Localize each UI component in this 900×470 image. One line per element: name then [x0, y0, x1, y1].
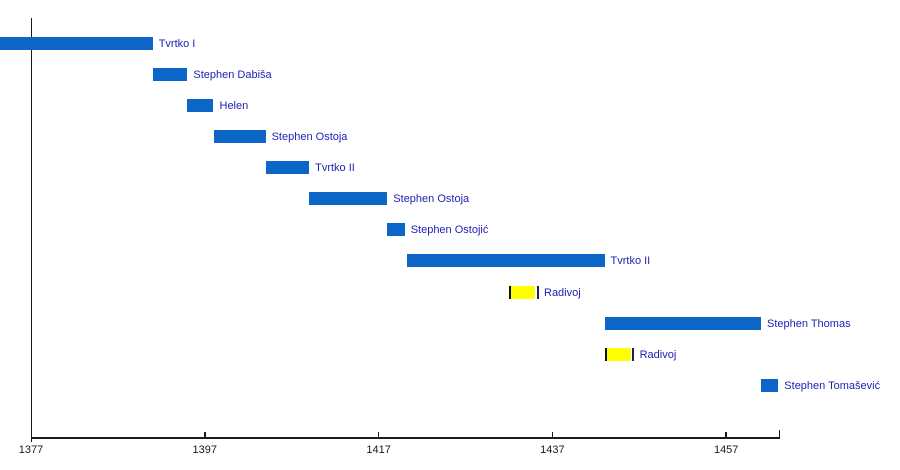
timeline-bar-pretender	[508, 285, 535, 299]
bar-label: Stephen Dabiša	[193, 68, 272, 81]
x-axis-tick	[725, 431, 727, 437]
x-axis-tick	[204, 431, 206, 437]
bar-label: Stephen Ostoja	[393, 193, 470, 206]
bar-label: Radivoj	[544, 286, 581, 299]
x-axis-tick-label: 1457	[713, 444, 739, 456]
x-axis-end-cap	[778, 430, 780, 437]
timeline-bar-pretender	[604, 347, 631, 361]
timeline-bar-reign	[0, 36, 153, 50]
y-axis-line	[30, 18, 32, 442]
bar-label: Stephen Thomas	[767, 317, 851, 330]
bar-label: Stephen Ostoja	[271, 130, 348, 143]
x-axis-tick	[551, 431, 554, 437]
bar-label: Stephen Tomašević	[784, 379, 881, 392]
bar-label: Helen	[219, 99, 249, 112]
bar-label: Tvrtko II	[610, 255, 651, 268]
timeline-bar-reign	[265, 161, 309, 174]
bar-end-marker	[536, 285, 539, 299]
bar-label: Tvrtko II	[315, 162, 355, 174]
bar-label: Stephen Ostojić	[410, 224, 489, 237]
timeline-bar-reign	[187, 98, 214, 112]
x-axis-tick-label: 1397	[192, 444, 218, 456]
timeline-bar-reign	[407, 254, 605, 268]
timeline-bar-reign	[604, 316, 761, 330]
x-axis-tick-label: 1377	[18, 444, 44, 456]
bar-label: Tvrtko I	[158, 37, 196, 50]
timeline-bar-reign	[387, 223, 405, 237]
timeline-bar-reign	[213, 129, 266, 143]
x-axis-tick	[377, 431, 380, 437]
x-axis-line	[31, 437, 780, 439]
x-axis-tick-label: 1437	[540, 444, 565, 456]
timeline-bar-reign	[761, 378, 779, 392]
bar-label: Radivoj	[639, 348, 677, 361]
timeline-bar-reign	[309, 192, 388, 206]
bar-end-marker	[632, 347, 635, 361]
timeline-bar-reign	[152, 67, 188, 81]
x-axis-tick-label: 1417	[366, 444, 391, 456]
